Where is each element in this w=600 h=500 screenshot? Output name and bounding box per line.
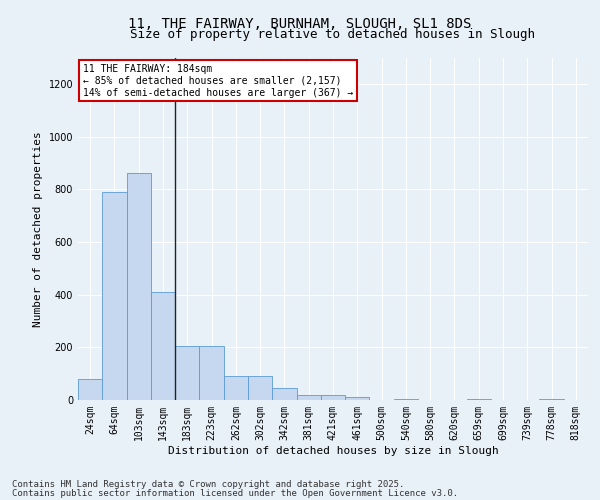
Title: Size of property relative to detached houses in Slough: Size of property relative to detached ho… bbox=[131, 28, 536, 41]
Bar bbox=[224, 376, 248, 400]
Bar bbox=[175, 346, 199, 400]
Bar bbox=[102, 192, 127, 400]
Bar bbox=[296, 394, 321, 400]
Bar bbox=[78, 379, 102, 400]
Bar bbox=[248, 376, 272, 400]
Bar bbox=[394, 398, 418, 400]
Bar bbox=[272, 388, 296, 400]
Bar bbox=[127, 174, 151, 400]
Bar bbox=[199, 346, 224, 400]
Bar bbox=[151, 292, 175, 400]
Bar bbox=[345, 398, 370, 400]
Bar bbox=[539, 398, 564, 400]
X-axis label: Distribution of detached houses by size in Slough: Distribution of detached houses by size … bbox=[167, 446, 499, 456]
Text: Contains HM Land Registry data © Crown copyright and database right 2025.: Contains HM Land Registry data © Crown c… bbox=[12, 480, 404, 489]
Text: 11 THE FAIRWAY: 184sqm
← 85% of detached houses are smaller (2,157)
14% of semi-: 11 THE FAIRWAY: 184sqm ← 85% of detached… bbox=[83, 64, 353, 98]
Y-axis label: Number of detached properties: Number of detached properties bbox=[33, 131, 43, 326]
Bar bbox=[321, 394, 345, 400]
Text: 11, THE FAIRWAY, BURNHAM, SLOUGH, SL1 8DS: 11, THE FAIRWAY, BURNHAM, SLOUGH, SL1 8D… bbox=[128, 18, 472, 32]
Text: Contains public sector information licensed under the Open Government Licence v3: Contains public sector information licen… bbox=[12, 490, 458, 498]
Bar bbox=[467, 398, 491, 400]
